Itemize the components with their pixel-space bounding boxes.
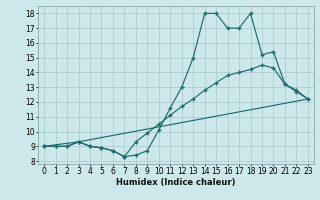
X-axis label: Humidex (Indice chaleur): Humidex (Indice chaleur) — [116, 178, 236, 187]
